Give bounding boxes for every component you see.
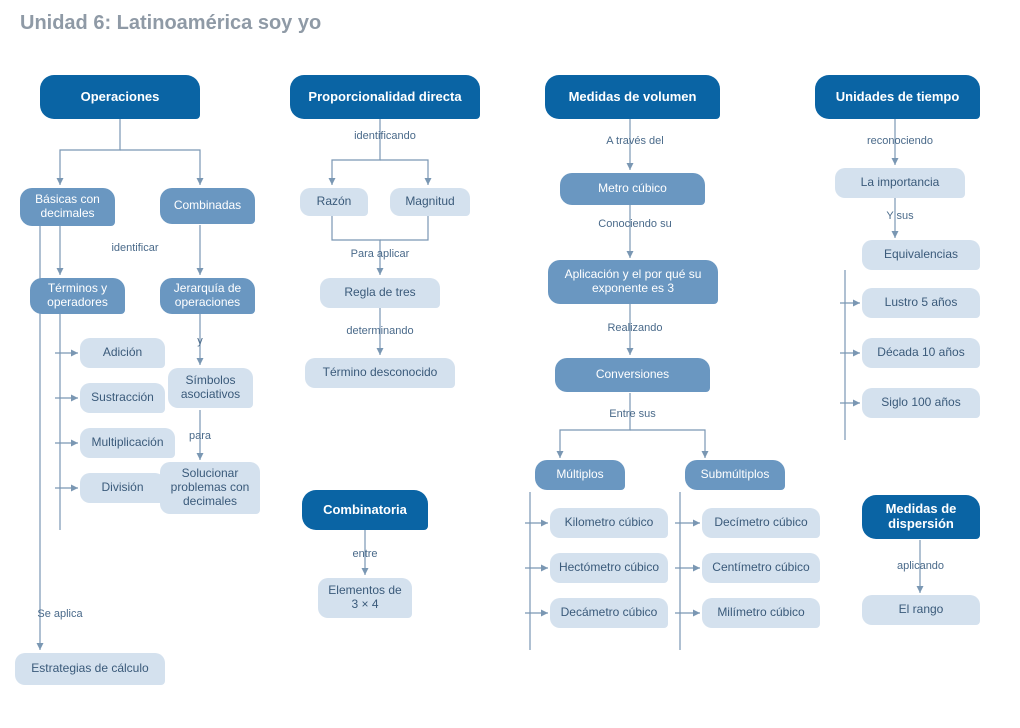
caption-reconociendo: reconociendo: [855, 135, 945, 147]
caption-identificar: identificar: [100, 242, 170, 254]
node-importancia: La importancia: [835, 168, 965, 198]
caption-entresus: Entre sus: [600, 408, 665, 420]
node-estrategias: Estrategias de cálculo: [15, 653, 165, 685]
node-magnitud: Magnitud: [390, 188, 470, 216]
caption-aplicando: aplicando: [888, 560, 953, 572]
node-elementos: Elementos de 3 × 4: [318, 578, 412, 618]
node-decada: Década 10 años: [862, 338, 980, 368]
caption-para: para: [185, 430, 215, 442]
header-combinatoria: Combinatoria: [302, 490, 428, 530]
header-operaciones: Operaciones: [40, 75, 200, 119]
node-multiplicacion: Multiplicación: [80, 428, 175, 458]
node-sustraccion: Sustracción: [80, 383, 165, 413]
caption-determinando: determinando: [340, 325, 420, 337]
node-cm: Centímetro cúbico: [702, 553, 820, 583]
node-regla: Regla de tres: [320, 278, 440, 308]
node-basicas: Básicas con decimales: [20, 188, 115, 226]
node-division: División: [80, 473, 165, 503]
caption-conociendo: Conociendo su: [595, 218, 675, 230]
node-solucionar: Solucionar problemas con decimales: [160, 462, 260, 514]
caption-identificando: identificando: [345, 130, 425, 142]
node-terminos: Términos y operadores: [30, 278, 125, 314]
caption-y: y: [190, 335, 210, 347]
node-equiv: Equivalencias: [862, 240, 980, 270]
node-km: Kilometro cúbico: [550, 508, 668, 538]
node-termino: Término desconocido: [305, 358, 455, 388]
node-conversiones: Conversiones: [555, 358, 710, 392]
node-dm: Decímetro cúbico: [702, 508, 820, 538]
node-dam: Decámetro cúbico: [550, 598, 668, 628]
node-metro: Metro cúbico: [560, 173, 705, 205]
node-hm: Hectómetro cúbico: [550, 553, 668, 583]
caption-entre: entre: [345, 548, 385, 560]
header-volumen: Medidas de volumen: [545, 75, 720, 119]
header-proporcionalidad: Proporcionalidad directa: [290, 75, 480, 119]
node-siglo: Siglo 100 años: [862, 388, 980, 418]
caption-seaplica: Se aplica: [30, 608, 90, 620]
header-dispersion: Medidas de dispersión: [862, 495, 980, 539]
node-lustro: Lustro 5 años: [862, 288, 980, 318]
node-adicion: Adición: [80, 338, 165, 368]
node-rango: El rango: [862, 595, 980, 625]
node-jerarquia: Jerarquía de operaciones: [160, 278, 255, 314]
node-mm: Milímetro cúbico: [702, 598, 820, 628]
header-tiempo: Unidades de tiempo: [815, 75, 980, 119]
caption-paraaplicar: Para aplicar: [345, 248, 415, 260]
node-aplicacion: Aplicación y el por qué su exponente es …: [548, 260, 718, 304]
node-razon: Razón: [300, 188, 368, 216]
node-multiplos: Múltiplos: [535, 460, 625, 490]
node-combinadas: Combinadas: [160, 188, 255, 224]
caption-ysus: Y sus: [875, 210, 925, 222]
caption-realizando: Realizando: [600, 322, 670, 334]
page-title: Unidad 6: Latinoamérica soy yo: [20, 12, 321, 35]
caption-atraves: A través del: [595, 135, 675, 147]
node-simbolos: Símbolos asociativos: [168, 368, 253, 408]
node-submultiplos: Submúltiplos: [685, 460, 785, 490]
